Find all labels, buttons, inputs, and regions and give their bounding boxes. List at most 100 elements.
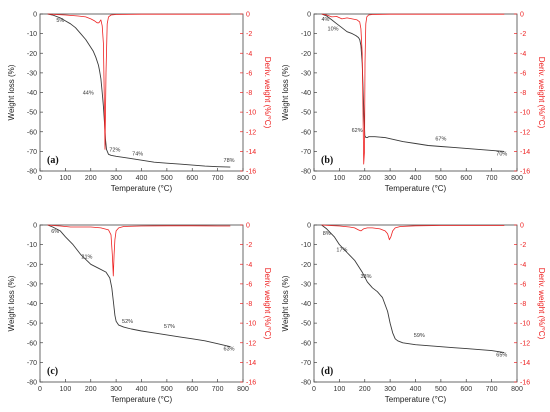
- x-tick-label: 400: [136, 386, 148, 393]
- y-left-tick-label: -10: [27, 31, 37, 38]
- x-tick-label: 300: [110, 175, 122, 182]
- percent-annotation: 70%: [496, 151, 507, 157]
- x-tick-label: 700: [486, 175, 498, 182]
- x-tick-label: 600: [460, 386, 472, 393]
- y-left-tick-label: -10: [27, 242, 37, 249]
- y-left-axis-label: Weight loss (%): [281, 64, 290, 120]
- y-left-tick-label: -40: [301, 90, 311, 97]
- percent-annotation: 57%: [164, 324, 175, 330]
- x-tick-label: 800: [237, 175, 249, 182]
- y-right-tick-label: -6: [520, 281, 526, 288]
- percent-annotation: 44%: [83, 90, 94, 96]
- y-left-tick-label: 0: [33, 223, 37, 230]
- derivative-weight-line: [321, 13, 505, 165]
- y-left-tick-label: -20: [301, 51, 311, 58]
- y-right-tick-label: -12: [246, 340, 256, 347]
- y-left-tick-label: -40: [27, 301, 37, 308]
- x-tick-label: 300: [384, 386, 396, 393]
- y-right-tick-label: -8: [520, 90, 526, 97]
- x-tick-label: 800: [511, 175, 523, 182]
- y-right-tick-label: -2: [520, 242, 526, 249]
- percent-annotation: 72%: [109, 147, 120, 153]
- x-tick-label: 100: [334, 386, 346, 393]
- y-left-tick-label: -70: [27, 149, 37, 156]
- y-right-axis-label: Deriv. weight (%/°C): [537, 57, 546, 129]
- derivative-weight-line: [47, 13, 231, 150]
- y-left-tick-label: -60: [301, 129, 311, 136]
- x-axis-label: Temperature (°C): [111, 184, 173, 193]
- x-tick-label: 600: [186, 386, 198, 393]
- y-right-tick-label: -12: [520, 129, 530, 136]
- percent-annotation: 52%: [122, 319, 133, 325]
- y-right-tick-label: -14: [246, 360, 256, 367]
- x-tick-label: 300: [110, 386, 122, 393]
- plot-frame: [39, 13, 244, 172]
- y-left-tick-label: -30: [27, 70, 37, 77]
- y-left-tick-label: -20: [27, 51, 37, 58]
- y-left-tick-label: -60: [301, 340, 311, 347]
- x-tick-label: 500: [435, 175, 447, 182]
- chart-panel: 0 100 200 300 400 500 600 700 8000-10-20-30-40-5…: [281, 12, 546, 194]
- y-right-tick-label: -12: [520, 340, 530, 347]
- y-left-tick-label: 0: [307, 223, 311, 230]
- y-right-tick-label: -10: [520, 321, 530, 328]
- percent-annotation: 6%: [51, 229, 59, 235]
- percent-annotation: 8%: [323, 231, 331, 237]
- y-left-tick-label: -50: [301, 321, 311, 328]
- x-tick-label: 0: [312, 175, 316, 182]
- y-right-tick-label: -10: [246, 321, 256, 328]
- x-axis-label: Temperature (°C): [385, 395, 447, 404]
- y-left-tick-label: -20: [301, 262, 311, 269]
- x-tick-label: 700: [212, 175, 224, 182]
- y-right-tick-label: -14: [520, 360, 530, 367]
- y-right-axis-label: Deriv. weight (%/°C): [263, 57, 272, 129]
- derivative-weight-line: [47, 224, 231, 277]
- x-tick-label: 600: [186, 175, 198, 182]
- x-tick-label: 200: [85, 175, 97, 182]
- percent-annotation: 10%: [328, 27, 339, 33]
- percent-annotation: 59%: [414, 333, 425, 339]
- y-left-tick-label: 0: [307, 12, 311, 19]
- weight-loss-line: [47, 224, 231, 348]
- y-right-axis-label: Deriv. weight (%/°C): [263, 268, 272, 340]
- x-tick-label: 200: [359, 386, 371, 393]
- y-right-tick-label: -16: [246, 169, 256, 176]
- y-right-tick-label: -6: [246, 70, 252, 77]
- y-right-tick-label: -14: [246, 149, 256, 156]
- percent-annotation: 21%: [81, 254, 92, 260]
- y-right-tick-label: -14: [520, 149, 530, 156]
- y-left-tick-label: -70: [27, 360, 37, 367]
- derivative-weight-line: [321, 224, 505, 241]
- x-tick-label: 600: [460, 175, 472, 182]
- y-right-tick-label: -8: [246, 301, 252, 308]
- x-tick-label: 0: [38, 175, 42, 182]
- y-left-tick-label: -50: [27, 110, 37, 117]
- y-right-tick-label: -12: [246, 129, 256, 136]
- percent-annotation: 78%: [224, 158, 235, 164]
- y-left-tick-label: -80: [27, 169, 37, 176]
- plot-frame: [39, 224, 244, 383]
- percent-annotation: 67%: [435, 137, 446, 143]
- y-right-tick-label: -8: [520, 301, 526, 308]
- chart-panel: 0 100 200 300 400 500 600 700 8000-10-20-30-40-5…: [281, 223, 546, 405]
- x-tick-label: 400: [410, 175, 422, 182]
- y-left-tick-label: 0: [33, 12, 37, 19]
- y-left-tick-label: -50: [27, 321, 37, 328]
- percent-annotation: 62%: [352, 128, 363, 134]
- panel-label: (c): [47, 366, 58, 377]
- y-right-tick-label: -16: [246, 380, 256, 387]
- x-tick-label: 200: [359, 175, 371, 182]
- percent-annotation: 17%: [336, 247, 347, 253]
- y-left-tick-label: -10: [301, 242, 311, 249]
- percent-annotation: 65%: [496, 352, 507, 358]
- y-left-tick-label: -40: [27, 90, 37, 97]
- x-tick-label: 400: [410, 386, 422, 393]
- y-left-tick-label: -80: [301, 169, 311, 176]
- y-left-tick-label: -40: [301, 301, 311, 308]
- x-tick-label: 400: [136, 175, 148, 182]
- chart-panel: 0 100 200 300 400 500 600 700 8000-10-20-30-40-5…: [7, 223, 272, 405]
- y-right-tick-label: -4: [246, 51, 252, 58]
- x-tick-label: 100: [60, 175, 72, 182]
- y-right-tick-label: 0: [520, 223, 524, 230]
- y-right-tick-label: -4: [246, 262, 252, 269]
